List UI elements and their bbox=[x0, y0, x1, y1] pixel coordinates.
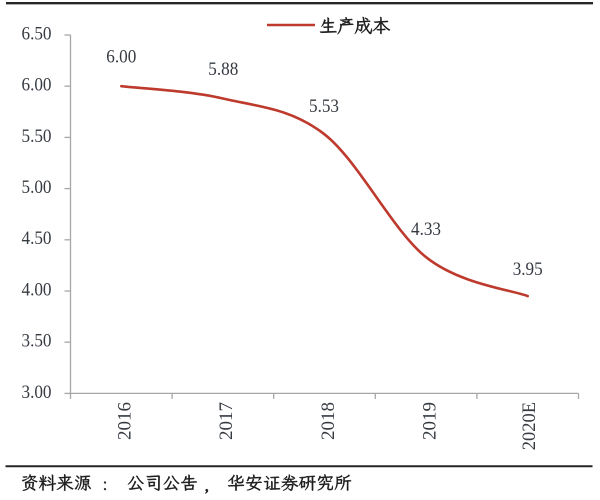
svg-text:2018: 2018 bbox=[318, 402, 339, 440]
svg-text:5.00: 5.00 bbox=[22, 177, 52, 198]
svg-text:6.00: 6.00 bbox=[106, 47, 136, 68]
svg-text:2020E: 2020E bbox=[519, 402, 540, 450]
svg-text:6.00: 6.00 bbox=[22, 75, 52, 96]
svg-text:3.50: 3.50 bbox=[22, 331, 52, 352]
svg-text:2019: 2019 bbox=[419, 402, 440, 440]
svg-text:5.88: 5.88 bbox=[208, 59, 238, 80]
svg-text:3.95: 3.95 bbox=[513, 259, 543, 280]
svg-text:3.00: 3.00 bbox=[22, 382, 52, 403]
svg-text:4.33: 4.33 bbox=[411, 219, 441, 240]
svg-text:5.53: 5.53 bbox=[309, 96, 339, 117]
svg-text:6.50: 6.50 bbox=[22, 23, 52, 44]
svg-text:5.50: 5.50 bbox=[22, 126, 52, 147]
svg-text:2016: 2016 bbox=[115, 402, 136, 440]
svg-text:4.50: 4.50 bbox=[22, 228, 52, 249]
svg-text:4.00: 4.00 bbox=[22, 279, 52, 300]
svg-text:2017: 2017 bbox=[216, 402, 237, 440]
